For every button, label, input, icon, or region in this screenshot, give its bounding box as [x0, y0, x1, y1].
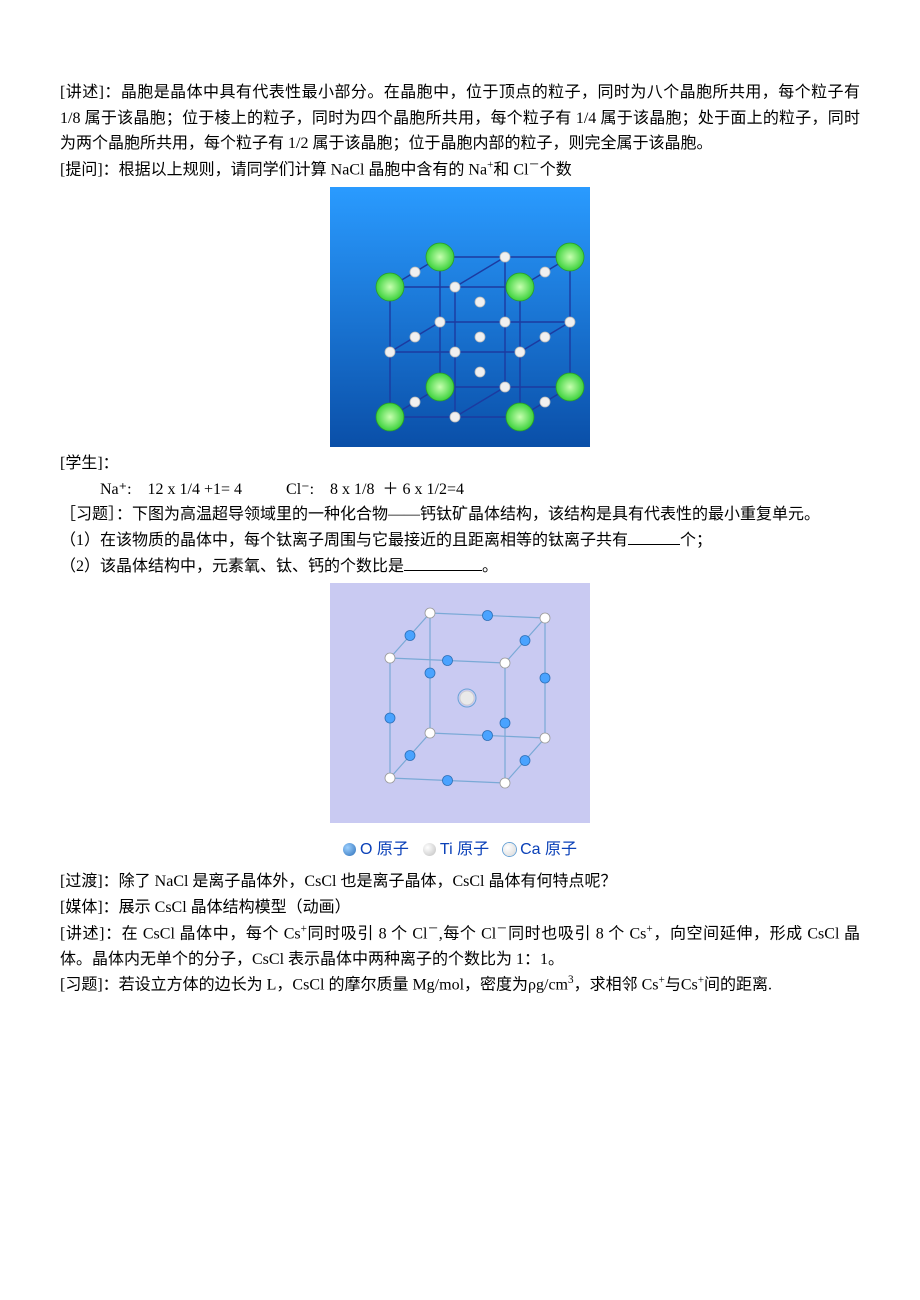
- legend-ca-ball: [503, 843, 516, 856]
- q-mid: 和 Cl: [493, 161, 528, 178]
- p10-c: 与Cs: [665, 976, 698, 993]
- sup-cl: －: [529, 159, 540, 171]
- para-lecture-cscl: [讲述]：在 CsCl 晶体中，每个 Cs+同时吸引 8 个 Cl－,每个 Cl…: [60, 921, 860, 973]
- nacl-crystal-figure: [330, 187, 590, 447]
- legend-o: O 原子: [343, 837, 409, 863]
- formula-line: Na⁺: 12 x 1/4 +1= 4 Cl⁻: 8 x 1/8 ＋ 6 x 1…: [60, 477, 860, 503]
- para-exercise-cscl: [习题]：若设立方体的边长为 L，CsCl 的摩尔质量 Mg/mol，密度为ρg…: [60, 972, 860, 998]
- q2-post: 。: [482, 558, 498, 575]
- legend-row: O 原子 Ti 原子 Ca 原子: [330, 832, 590, 868]
- sup3: －: [496, 923, 507, 935]
- nacl-figure-wrap: [60, 187, 860, 456]
- p9-d: 同时也吸引 8 个 Cs: [507, 925, 646, 942]
- p9-b: 同时吸引 8 个 Cl: [307, 925, 428, 942]
- p9-c: ,每个 Cl: [439, 925, 497, 942]
- para-question: [提问]：根据以上规则，请同学们计算 NaCl 晶胞中含有的 Na+和 Cl－个…: [60, 157, 860, 183]
- p9-a: [讲述]：在 CsCl 晶体中，每个 Cs: [60, 925, 301, 942]
- legend-o-label: O 原子: [360, 837, 409, 863]
- catio-figure-wrap: O 原子 Ti 原子 Ca 原子: [60, 583, 860, 867]
- p10-a: [习题]：若设立方体的边长为 L，CsCl 的摩尔质量 Mg/mol，密度为ρg…: [60, 976, 568, 993]
- q1-pre: （1）在该物质的晶体中，每个钛离子周围与它最接近的且距离相等的钛离子共有: [60, 532, 628, 549]
- catio-crystal-figure: [330, 583, 590, 823]
- q2-pre: （2）该晶体结构中，元素氧、钛、钙的个数比是: [60, 558, 404, 575]
- para-student: [学生]：: [60, 451, 860, 477]
- q-pre: [提问]：根据以上规则，请同学们计算 NaCl 晶胞中含有的 Na: [60, 161, 487, 178]
- q1-post: 个；: [680, 532, 712, 549]
- legend-ti-ball: [423, 843, 436, 856]
- para-lecture: [讲述]：晶胞是晶体中具有代表性最小部分。在晶胞中，位于顶点的粒子，同时为八个晶…: [60, 80, 860, 157]
- legend-ti-label: Ti 原子: [440, 837, 489, 863]
- blank2: [404, 554, 482, 571]
- blank1: [628, 528, 680, 545]
- legend-ca-label: Ca 原子: [520, 837, 577, 863]
- para-media: [媒体]：展示 CsCl 晶体结构模型（动画）: [60, 895, 860, 921]
- p10-b: ，求相邻 Cs: [574, 976, 659, 993]
- q-post: 个数: [540, 161, 572, 178]
- sup2: －: [428, 923, 439, 935]
- para-exercise-intro: ［习题］：下图为高温超导领域里的一种化合物——钙钛矿晶体结构，该结构是具有代表性…: [60, 502, 860, 528]
- p10-d: 间的距离.: [704, 976, 772, 993]
- legend-o-ball: [343, 843, 356, 856]
- legend-ca: Ca 原子: [503, 837, 577, 863]
- exercise-q2: （2）该晶体结构中，元素氧、钛、钙的个数比是 。: [60, 554, 860, 580]
- para-transition: [过渡]：除了 NaCl 是离子晶体外，CsCl 也是离子晶体，CsCl 晶体有…: [60, 869, 860, 895]
- exercise-q1: （1）在该物质的晶体中，每个钛离子周围与它最接近的且距离相等的钛离子共有 个；: [60, 528, 860, 554]
- legend-ti: Ti 原子: [423, 837, 489, 863]
